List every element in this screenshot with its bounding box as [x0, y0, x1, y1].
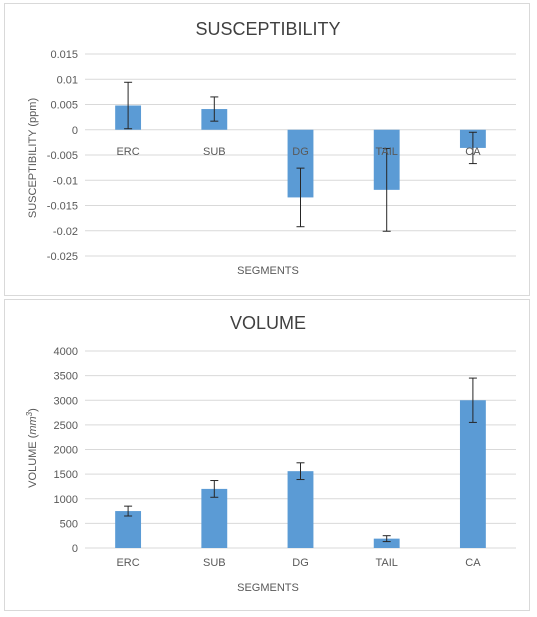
- volume-chart-panel: VOLUME SEGMENTS VOLUME (mm3) 4000 3500 300…: [4, 299, 530, 611]
- bar-ca: [459, 400, 486, 548]
- y-tick-label: 2500: [54, 420, 78, 432]
- y-tick-label: 0.01: [57, 74, 78, 86]
- y-tick-label: 4000: [54, 346, 78, 358]
- y-axis-label-main: VOLUME (: [27, 434, 39, 488]
- x-axis-label: SEGMENTS: [237, 582, 299, 594]
- bar-tail: [373, 538, 400, 548]
- y-tick-label: 0: [72, 125, 78, 137]
- y-tick-label: 1500: [54, 469, 78, 481]
- y-tick-label: 2000: [54, 445, 78, 457]
- susceptibility-chart: SUSCEPTIBILITY SEGMENTS SUSCEPTIBILITY (…: [27, 19, 516, 277]
- x-tick-label: TAIL: [375, 146, 397, 158]
- susceptibility-chart-panel: SUSCEPTIBILITY SEGMENTS SUSCEPTIBILITY (…: [4, 3, 530, 296]
- x-tick-label: CA: [465, 557, 481, 569]
- y-tick-label: 0: [72, 543, 78, 555]
- x-axis-label: SEGMENTS: [237, 265, 299, 277]
- y-axis-label-superscript: 3: [25, 411, 34, 416]
- x-tick-label: SUB: [203, 557, 226, 569]
- y-tick-label: 3000: [54, 395, 78, 407]
- bar-dg: [287, 471, 314, 548]
- y-tick-label: 1000: [54, 494, 78, 506]
- y-tick-label: -0.015: [47, 201, 78, 213]
- y-tick-label: -0.025: [47, 251, 78, 263]
- y-axis-label-unit: mm: [27, 416, 39, 434]
- x-tick-label: ERC: [116, 146, 139, 158]
- y-tick-label: 0.015: [50, 49, 78, 61]
- bar-sub: [201, 488, 228, 548]
- y-axis-label-end: ): [27, 408, 39, 412]
- bar-erc: [115, 511, 142, 548]
- x-tick-label: CA: [465, 146, 481, 158]
- y-tick-label: 3500: [54, 371, 78, 383]
- x-tick-label: SUB: [203, 146, 226, 158]
- y-tick-label: 500: [60, 518, 78, 530]
- chart-title: SUSCEPTIBILITY: [195, 19, 340, 39]
- y-tick-label: 0.005: [50, 100, 78, 112]
- y-tick-label: -0.02: [53, 226, 78, 238]
- y-tick-label: -0.005: [47, 150, 78, 162]
- x-tick-label: DG: [292, 557, 309, 569]
- volume-chart: VOLUME SEGMENTS VOLUME (mm3) 40003500300…: [25, 313, 516, 594]
- x-tick-label: TAIL: [375, 557, 397, 569]
- y-tick-label: -0.01: [53, 175, 78, 187]
- y-axis-label: SUSCEPTIBILITY (ppm): [27, 98, 39, 218]
- x-tick-label: ERC: [116, 557, 139, 569]
- y-axis-label: VOLUME (mm3): [25, 408, 39, 488]
- x-tick-label: DG: [292, 146, 309, 158]
- chart-title: VOLUME: [230, 313, 306, 333]
